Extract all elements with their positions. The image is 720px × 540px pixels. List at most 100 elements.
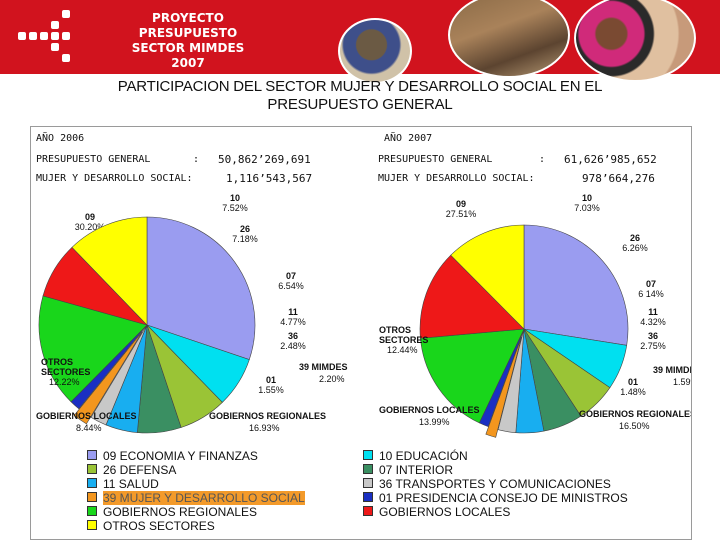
pie-2006-label-26-pct: 7.18% [232, 234, 258, 244]
legend-label: 36 TRANSPORTES Y COMUNICACIONES [379, 477, 611, 491]
pie-2007-label-10-code: 10 [582, 193, 592, 203]
pie-2006-label-gr-pct: 16.93% [249, 423, 280, 433]
pie-2007-label-07-code: 07 [646, 279, 656, 289]
pie-charts-svg: 0930.20%107.52%267.18%076.54%114.77%362.… [36, 193, 691, 438]
legend-item: 01 PRESIDENCIA CONSEJO DE MINISTROS [363, 491, 628, 505]
pie-2006-label-os-line1: OTROS [41, 357, 73, 367]
pie-2006-label-11-pct: 4.77% [280, 317, 306, 327]
mimdes-2007-value: 978’664,276 [582, 172, 655, 185]
pie-2007-label-11-pct: 4.32% [640, 317, 666, 327]
page-title: PARTICIPACION DEL SECTOR MUJER Y DESARRO… [40, 78, 680, 114]
photo-women-icon [338, 18, 412, 84]
legend-label: 39 MUJER Y DESARROLLO SOCIAL [103, 491, 305, 505]
legend-item: 09 ECONOMIA Y FINANZAS [87, 449, 258, 463]
pie-2006-slice-os [71, 216, 148, 326]
legend-swatch [363, 506, 373, 516]
brand-block: PROYECTO PRESUPUESTO SECTOR MIMDES 2007 [118, 11, 258, 71]
pie-2007-label-os-pct: 12.44% [387, 345, 418, 355]
pie-2006-slice-39 [73, 331, 143, 425]
pie-2006-label-10-pct: 7.52% [222, 203, 248, 213]
year-2006-label: AÑO 2006 [36, 133, 85, 144]
pie-2007-slice-os [450, 224, 525, 330]
pie-2006-label-01-code: 01 [266, 375, 276, 385]
header-banner: PROYECTO PRESUPUESTO SECTOR MIMDES 2007 [0, 0, 720, 84]
pie-2007-slice-09 [523, 224, 629, 346]
pie-2007-label-gr-pct: 16.50% [619, 421, 650, 431]
legend-item: 11 SALUD [87, 477, 159, 491]
legend-swatch [87, 464, 97, 474]
year-2007-label: AÑO 2007 [384, 133, 433, 144]
legend-swatch [87, 450, 97, 460]
legend-swatch [87, 520, 97, 530]
title-line-1: PARTICIPACION DEL SECTOR MUJER Y DESARRO… [117, 78, 603, 95]
pie-2007-slice-gl [419, 254, 525, 339]
legend-item: 39 MUJER Y DESARROLLO SOCIAL [87, 491, 305, 505]
pie-2006-label-os-pct: 12.22% [49, 377, 80, 387]
legend-item: 10 EDUCACIÓN [363, 449, 468, 463]
pie-2007-label-39-pct: 1.59% [673, 377, 691, 387]
mimdes-2006-label: MUJER Y DESARROLLO SOCIAL: [36, 173, 193, 184]
pie-2006-slice-09 [146, 216, 256, 360]
legend-label: GOBIERNOS LOCALES [379, 505, 511, 519]
general-2006-value: 50,862’269,691 [218, 153, 311, 166]
pie-2007-label-26-pct: 6.26% [622, 243, 648, 253]
legend-label: 09 ECONOMIA Y FINANZAS [103, 449, 258, 463]
title-line-2: PRESUPUESTO GENERAL [267, 96, 453, 113]
logo-dots-icon [18, 10, 82, 62]
pie-2007-slice-39 [485, 336, 522, 438]
photo-mother-child-icon [574, 0, 696, 82]
chart-panel: AÑO 2006 PRESUPUESTO GENERAL : 50,862’26… [30, 126, 692, 540]
pie-2007-label-os-line2: SECTORES [379, 335, 428, 345]
mimdes-2006-value: 1,116’543,567 [226, 172, 313, 185]
pie-2007-label-07-pct: 6 14% [638, 289, 664, 299]
pie-2007-label-36-pct: 2.75% [640, 341, 666, 351]
pie-2007-slice-36 [497, 328, 525, 433]
legend-label: 26 DEFENSA [103, 463, 177, 477]
legend-swatch [363, 464, 373, 474]
pie-2007-label-09-code: 09 [456, 199, 466, 209]
legend-swatch [363, 478, 373, 488]
pie-2006-label-gl-name: GOBIERNOS LOCALES [36, 411, 137, 421]
legend-label: 10 EDUCACIÓN [379, 449, 468, 463]
brand-line-3: SECTOR MIMDES 2007 [131, 41, 245, 70]
pie-2006-label-26-code: 26 [240, 224, 250, 234]
pie-2007-label-os-line1: OTROS [379, 325, 411, 335]
pie-2006-label-07-code: 07 [286, 271, 296, 281]
pie-2007-label-11-code: 11 [648, 307, 658, 317]
pie-2006-label-10-code: 10 [230, 193, 240, 203]
pie-2007-label-01-code: 01 [628, 377, 638, 387]
legend-label: OTROS SECTORES [103, 519, 215, 533]
legend-item: GOBIERNOS REGIONALES [87, 505, 257, 519]
pie-2007-label-01-pct: 1.48% [620, 387, 646, 397]
pie-2007-label-09-pct: 27.51% [446, 209, 477, 219]
pie-2007-slice-gr [420, 328, 525, 424]
pie-2006-label-39-pct: 2.20% [319, 374, 345, 384]
brand-line-2: PRESUPUESTO [138, 26, 238, 40]
pie-2006-label-39-name: 39 MIMDES [299, 362, 348, 372]
pie-2006-slice-gr [38, 295, 148, 403]
legend-swatch [87, 492, 97, 502]
general-2006-colon: : [193, 154, 200, 165]
pie-2007-label-gl-pct: 13.99% [419, 417, 450, 427]
general-2007-label: PRESUPUESTO GENERAL [378, 154, 493, 165]
pie-2006-label-09-code: 09 [85, 212, 95, 222]
pie-2006-label-gl-pct: 8.44% [76, 423, 102, 433]
general-2007-value: 61,626’985,652 [564, 153, 657, 166]
legend-item: 36 TRANSPORTES Y COMUNICACIONES [363, 477, 611, 491]
legend-swatch [363, 492, 373, 502]
pie-2007-label-gl-name: GOBIERNOS LOCALES [379, 405, 480, 415]
pie-2007-label-gr-name: GOBIERNOS REGIONALES [579, 409, 691, 419]
pie-2007-label-39-name: 39 MIMDES [653, 365, 691, 375]
photo-workers-icon [448, 0, 570, 78]
legend-label: 07 INTERIOR [379, 463, 454, 477]
pie-2006-label-os-line2: SECTORES [41, 367, 90, 377]
pie-2006-label-09-pct: 30.20% [75, 222, 106, 232]
pie-2006-label-gr-name: GOBIERNOS REGIONALES [209, 411, 326, 421]
pie-2006-label-36-pct: 2.48% [280, 341, 306, 351]
pie-2007-label-10-pct: 7.03% [574, 203, 600, 213]
pie-2006-slice-36 [90, 324, 148, 426]
pie-2006-label-01-pct: 1.55% [258, 385, 284, 395]
pie-2007-label-36-code: 36 [648, 331, 658, 341]
pie-2007-label-26-code: 26 [630, 233, 640, 243]
general-2007-colon: : [539, 154, 546, 165]
